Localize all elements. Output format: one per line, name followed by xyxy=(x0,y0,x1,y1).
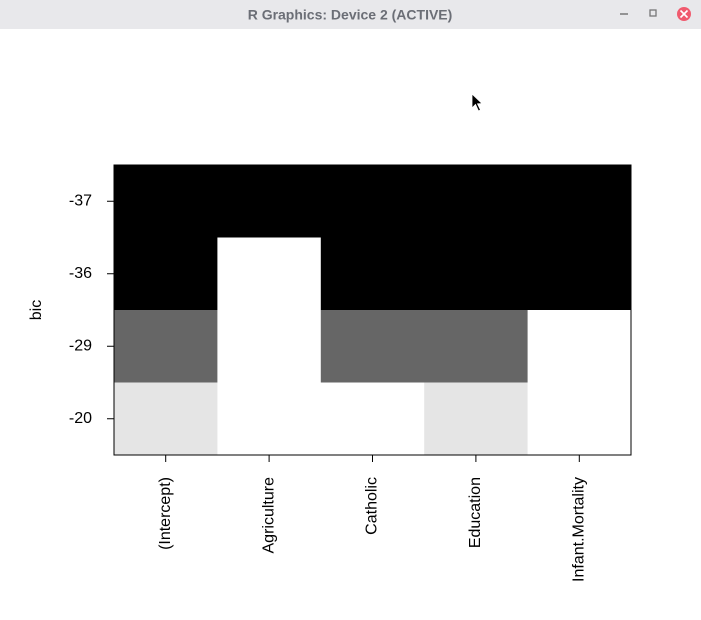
cell xyxy=(424,382,529,456)
x-tick-label: Infant.Mortality xyxy=(571,477,588,582)
cell xyxy=(320,382,425,456)
cell xyxy=(424,237,529,311)
x-tick-label: Agriculture xyxy=(260,477,277,554)
y-tick-label: -20 xyxy=(69,410,92,427)
cell xyxy=(114,310,218,383)
x-tick-label: Education xyxy=(467,477,484,548)
cell xyxy=(217,165,322,238)
y-tick-label: -37 xyxy=(69,192,92,209)
cell xyxy=(424,310,529,383)
cell xyxy=(320,165,425,238)
close-icon xyxy=(679,9,689,19)
y-tick-label: -36 xyxy=(69,265,92,282)
maximize-button[interactable] xyxy=(649,9,657,17)
y-axis-label: bic xyxy=(28,300,45,320)
title-bar xyxy=(0,0,701,29)
cell xyxy=(217,382,322,456)
cell xyxy=(114,165,218,238)
mouse-cursor xyxy=(471,93,483,112)
y-tick-label: -29 xyxy=(69,337,92,354)
cell xyxy=(527,382,632,456)
cell xyxy=(114,382,218,456)
cell xyxy=(527,237,632,311)
cell xyxy=(217,237,322,311)
cell xyxy=(527,165,632,238)
cell xyxy=(527,310,632,383)
x-tick-label: Catholic xyxy=(364,477,381,535)
window-title: R Graphics: Device 2 (ACTIVE) xyxy=(248,7,453,23)
cell xyxy=(217,310,322,383)
cell xyxy=(320,237,425,311)
plot: -37 -36 -29 -20 (Intercept) Agriculture Cathol… xyxy=(69,164,632,582)
cell xyxy=(424,165,529,238)
x-tick-label: (Intercept) xyxy=(157,477,174,550)
cell xyxy=(320,310,425,383)
cell xyxy=(114,237,218,311)
